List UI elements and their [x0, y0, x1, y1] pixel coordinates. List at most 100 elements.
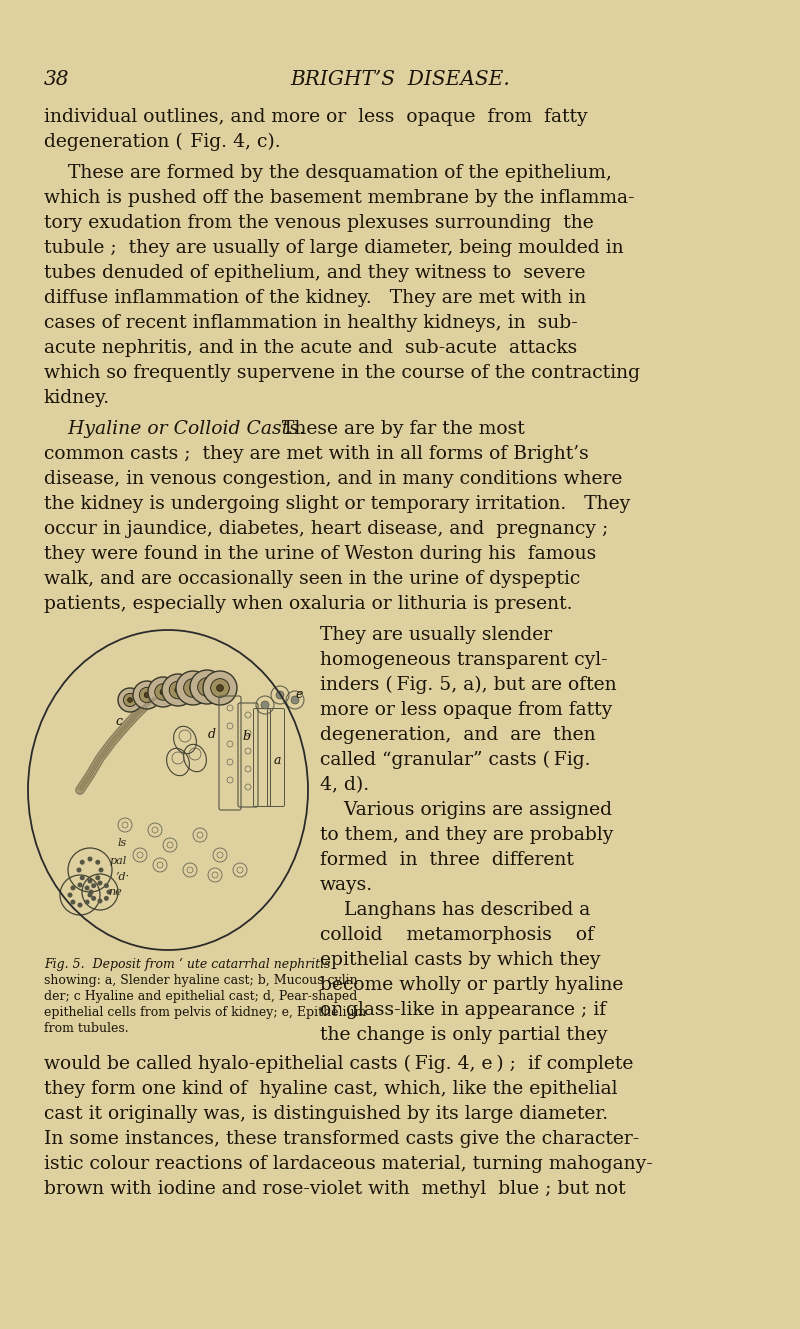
- Text: tory exudation from the venous plexuses surrounding  the: tory exudation from the venous plexuses …: [44, 214, 594, 233]
- Circle shape: [89, 889, 94, 894]
- Text: kidney.: kidney.: [44, 389, 110, 407]
- Text: ls: ls: [118, 839, 127, 848]
- Text: more or less opaque from fatty: more or less opaque from fatty: [320, 700, 612, 719]
- Text: istic colour reactions of lardaceous material, turning mahogany-: istic colour reactions of lardaceous mat…: [44, 1155, 653, 1174]
- Circle shape: [91, 884, 96, 888]
- Text: Various origins are assigned: Various origins are assigned: [320, 801, 612, 819]
- Text: epithelial cells from pelvis of kidney; e, Epithelium: epithelial cells from pelvis of kidney; …: [44, 1006, 366, 1019]
- Circle shape: [70, 900, 75, 905]
- Text: inders ( Fig. 5, a), but are often: inders ( Fig. 5, a), but are often: [320, 676, 617, 694]
- Text: disease, in venous congestion, and in many conditions where: disease, in venous congestion, and in ma…: [44, 470, 622, 488]
- Text: patients, especially when oxaluria or lithuria is present.: patients, especially when oxaluria or li…: [44, 595, 573, 613]
- Text: showing: a, Slender hyaline cast; b, Mucous cylin-: showing: a, Slender hyaline cast; b, Muc…: [44, 974, 362, 987]
- Circle shape: [170, 682, 187, 699]
- Text: colloid    metamorphosis    of: colloid metamorphosis of: [320, 926, 594, 944]
- Circle shape: [184, 679, 202, 698]
- Circle shape: [104, 884, 109, 888]
- Circle shape: [176, 671, 210, 704]
- Circle shape: [162, 674, 194, 706]
- Circle shape: [160, 688, 166, 695]
- Text: They are usually slender: They are usually slender: [320, 626, 552, 645]
- Text: the change is only partial they: the change is only partial they: [320, 1026, 607, 1045]
- Text: In some instances, these transformed casts give the character-: In some instances, these transformed cas…: [44, 1130, 639, 1148]
- Circle shape: [154, 683, 171, 700]
- Text: cases of recent inflammation in healthy kidneys, in  sub-: cases of recent inflammation in healthy …: [44, 314, 578, 332]
- Text: cast it originally was, is distinguished by its large diameter.: cast it originally was, is distinguished…: [44, 1104, 608, 1123]
- Circle shape: [198, 678, 216, 696]
- Circle shape: [80, 876, 85, 880]
- Text: the kidney is undergoing slight or temporary irritation.   They: the kidney is undergoing slight or tempo…: [44, 494, 630, 513]
- Circle shape: [91, 896, 96, 901]
- Text: tubule ;  they are usually of large diameter, being moulded in: tubule ; they are usually of large diame…: [44, 239, 624, 256]
- Text: common casts ;  they are met with in all forms of Bright’s: common casts ; they are met with in all …: [44, 445, 589, 462]
- Circle shape: [70, 885, 75, 890]
- Circle shape: [175, 687, 181, 694]
- Text: occur in jaundice, diabetes, heart disease, and  pregnancy ;: occur in jaundice, diabetes, heart disea…: [44, 520, 608, 538]
- Circle shape: [85, 885, 90, 890]
- Circle shape: [87, 856, 93, 861]
- Text: c: c: [115, 715, 122, 728]
- Text: epithelial casts by which they: epithelial casts by which they: [320, 952, 601, 969]
- Circle shape: [80, 860, 85, 865]
- Text: tubes denuded of epithelium, and they witness to  severe: tubes denuded of epithelium, and they wi…: [44, 264, 586, 282]
- Text: formed  in  three  different: formed in three different: [320, 851, 574, 869]
- Text: BRIGHT’S  DISEASE.: BRIGHT’S DISEASE.: [290, 70, 510, 89]
- Text: would be called hyalo-epithelial casts ( Fig. 4, e ) ;  if complete: would be called hyalo-epithelial casts (…: [44, 1055, 634, 1074]
- Circle shape: [133, 680, 161, 708]
- Circle shape: [148, 676, 178, 707]
- Text: become wholly or partly hyaline: become wholly or partly hyaline: [320, 975, 623, 994]
- Text: Fig. 5.  Deposit from ‘ ute catarrhal nephritis: Fig. 5. Deposit from ‘ ute catarrhal nep…: [44, 958, 330, 971]
- Circle shape: [291, 696, 299, 704]
- Circle shape: [106, 889, 111, 894]
- Circle shape: [128, 698, 133, 703]
- Circle shape: [144, 692, 150, 698]
- Circle shape: [67, 893, 73, 897]
- Text: degeneration,  and  are  then: degeneration, and are then: [320, 726, 596, 744]
- Circle shape: [139, 687, 154, 703]
- Text: individual outlines, and more or  less  opaque  from  fatty: individual outlines, and more or less op…: [44, 108, 588, 126]
- Text: homogeneous transparent cyl-: homogeneous transparent cyl-: [320, 651, 608, 668]
- Circle shape: [87, 878, 93, 884]
- Text: which is pushed off the basement membrane by the inflamma-: which is pushed off the basement membran…: [44, 189, 634, 207]
- Circle shape: [95, 860, 100, 865]
- Circle shape: [261, 700, 269, 708]
- Circle shape: [118, 688, 142, 712]
- Ellipse shape: [28, 630, 308, 950]
- Circle shape: [190, 684, 197, 691]
- Text: der; c Hyaline and epithelial cast; d, Pear-shaped: der; c Hyaline and epithelial cast; d, P…: [44, 990, 358, 1003]
- Circle shape: [203, 671, 237, 704]
- Circle shape: [210, 679, 230, 698]
- Text: they were found in the urine of Weston during his  famous: they were found in the urine of Weston d…: [44, 545, 596, 563]
- Text: 38: 38: [44, 70, 70, 89]
- Text: they form one kind of  hyaline cast, which, like the epithelial: they form one kind of hyaline cast, whic…: [44, 1080, 618, 1098]
- Circle shape: [78, 902, 82, 908]
- Text: from tubules.: from tubules.: [44, 1022, 129, 1035]
- Text: called “granular” casts ( Fig.: called “granular” casts ( Fig.: [320, 751, 590, 769]
- Circle shape: [77, 868, 82, 873]
- Circle shape: [98, 868, 103, 873]
- Text: diffuse inflammation of the kidney.   They are met with in: diffuse inflammation of the kidney. They…: [44, 288, 586, 307]
- Text: 4, d).: 4, d).: [320, 776, 369, 793]
- Text: d: d: [208, 728, 216, 742]
- Text: a: a: [274, 754, 282, 767]
- Text: brown with iodine and rose-violet with  methyl  blue ; but not: brown with iodine and rose-violet with m…: [44, 1180, 626, 1197]
- Text: or glass-like in appearance ; if: or glass-like in appearance ; if: [320, 1001, 606, 1019]
- Circle shape: [95, 876, 100, 880]
- Text: ways.: ways.: [320, 876, 373, 894]
- Circle shape: [87, 893, 93, 897]
- Circle shape: [98, 898, 102, 904]
- Text: These are by far the most: These are by far the most: [264, 420, 525, 439]
- Circle shape: [190, 670, 224, 704]
- Text: to them, and they are probably: to them, and they are probably: [320, 827, 614, 844]
- Text: which so frequently supervene in the course of the contracting: which so frequently supervene in the cou…: [44, 364, 640, 381]
- Text: pal: pal: [110, 856, 127, 867]
- Text: Langhans has described a: Langhans has described a: [320, 901, 590, 918]
- Circle shape: [104, 896, 109, 901]
- Circle shape: [85, 900, 90, 905]
- Circle shape: [123, 694, 137, 707]
- Text: ne: ne: [108, 886, 122, 897]
- Circle shape: [276, 691, 284, 699]
- Circle shape: [217, 684, 223, 691]
- Text: degeneration (  Fig. 4, c).: degeneration ( Fig. 4, c).: [44, 133, 281, 152]
- Text: These are formed by the desquamation of the epithelium,: These are formed by the desquamation of …: [44, 163, 612, 182]
